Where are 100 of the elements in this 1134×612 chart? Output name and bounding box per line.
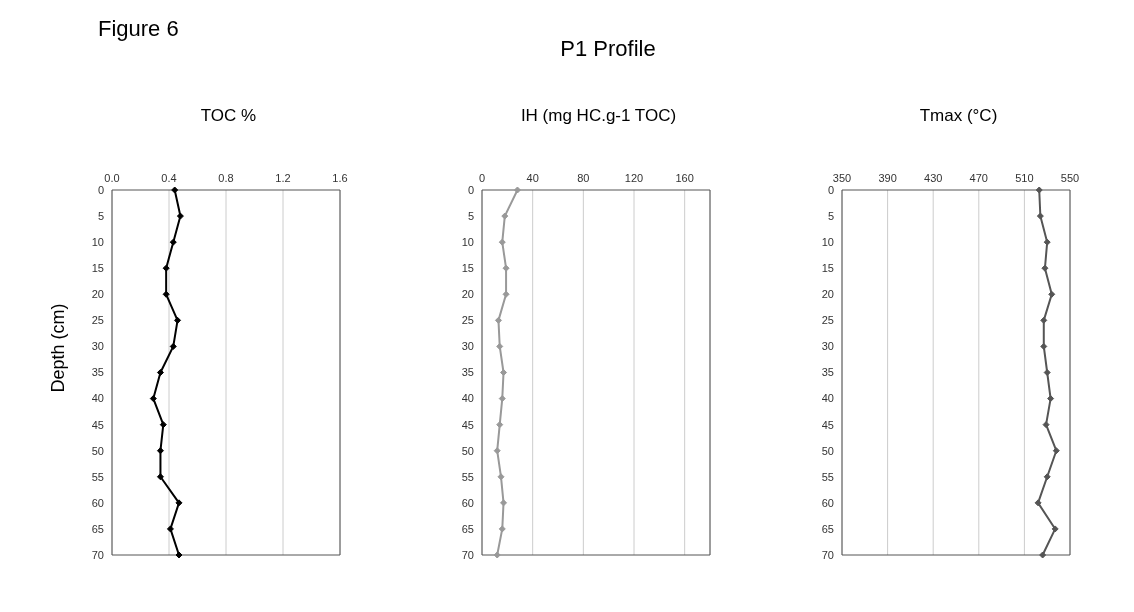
y-tick-label: 50 bbox=[461, 444, 474, 457]
point bbox=[494, 316, 502, 324]
point bbox=[502, 264, 510, 272]
y-tick-label: 50 bbox=[91, 444, 104, 457]
point bbox=[1042, 421, 1050, 429]
x-tick-label: 550 bbox=[1060, 172, 1080, 184]
y-tick-label: 40 bbox=[821, 392, 834, 405]
point bbox=[149, 395, 157, 403]
y-tick-label: 35 bbox=[461, 366, 474, 379]
y-tick-label: 10 bbox=[91, 236, 104, 249]
y-tick-label: 10 bbox=[821, 236, 834, 249]
y-tick-label: 45 bbox=[91, 418, 104, 431]
y-tick-label: 10 bbox=[461, 236, 474, 249]
point bbox=[162, 290, 170, 298]
y-tick-label: 5 bbox=[97, 209, 104, 222]
y-tick-label: 60 bbox=[461, 496, 474, 509]
x-axis-title: TOC % bbox=[199, 106, 258, 126]
point bbox=[175, 499, 183, 507]
y-tick-label: 0 bbox=[827, 183, 834, 196]
y-tick-label: 25 bbox=[91, 314, 104, 327]
y-axis-title: Depth (cm) bbox=[47, 303, 69, 393]
y-tick-label: 60 bbox=[821, 496, 834, 509]
x-tick-label: 160 bbox=[675, 172, 694, 184]
y-tick-label: 0 bbox=[97, 183, 104, 196]
x-tick-label: 80 bbox=[577, 172, 590, 184]
point bbox=[498, 525, 506, 533]
point bbox=[1036, 212, 1044, 220]
point bbox=[1040, 342, 1048, 350]
y-tick-label: 70 bbox=[91, 548, 104, 561]
x-tick-label: 0.4 bbox=[161, 172, 177, 184]
y-tick-label: 60 bbox=[91, 496, 104, 509]
y-tick-label: 65 bbox=[821, 522, 834, 535]
y-tick-label: 55 bbox=[91, 470, 104, 483]
y-tick-label: 5 bbox=[827, 209, 834, 222]
y-tick-label: 55 bbox=[461, 470, 474, 483]
x-axis-title: IH (mg HC.g-1 TOC) bbox=[519, 106, 678, 126]
y-tick-label: 15 bbox=[91, 262, 104, 275]
y-tick-label: 65 bbox=[461, 522, 474, 535]
point bbox=[1041, 264, 1049, 272]
y-tick-label: 0 bbox=[467, 183, 474, 196]
point bbox=[1040, 316, 1048, 324]
point bbox=[1035, 186, 1043, 194]
y-tick-label: 35 bbox=[821, 366, 834, 379]
point bbox=[1039, 551, 1047, 559]
point bbox=[1052, 447, 1060, 455]
point bbox=[1047, 395, 1055, 403]
y-tick-label: 70 bbox=[821, 548, 834, 561]
y-tick-label: 40 bbox=[461, 392, 474, 405]
y-tick-label: 50 bbox=[821, 444, 834, 457]
x-tick-label: 390 bbox=[878, 172, 897, 184]
point bbox=[1043, 238, 1051, 246]
y-tick-label: 25 bbox=[461, 314, 474, 327]
x-tick-label: 430 bbox=[924, 172, 943, 184]
point bbox=[496, 342, 504, 350]
point bbox=[175, 551, 183, 559]
y-tick-label: 20 bbox=[821, 288, 834, 301]
y-tick-label: 40 bbox=[91, 392, 104, 405]
x-tick-label: 350 bbox=[832, 172, 852, 184]
x-tick-label: 0 bbox=[478, 172, 486, 184]
x-tick-label: 470 bbox=[969, 172, 988, 184]
y-tick-label: 15 bbox=[821, 262, 834, 275]
point bbox=[497, 473, 505, 481]
x-tick-label: 40 bbox=[526, 172, 539, 184]
x-tick-label: 120 bbox=[624, 172, 644, 184]
y-tick-label: 15 bbox=[461, 262, 474, 275]
y-tick-label: 65 bbox=[91, 522, 104, 535]
x-tick-label: 0.0 bbox=[104, 172, 120, 184]
x-tick-label: 0.8 bbox=[218, 172, 234, 184]
y-tick-label: 30 bbox=[821, 340, 834, 353]
y-tick-label: 5 bbox=[467, 209, 474, 222]
point bbox=[498, 238, 506, 246]
point bbox=[1051, 525, 1059, 533]
point bbox=[174, 316, 182, 324]
y-tick-label: 30 bbox=[461, 340, 474, 353]
point bbox=[162, 264, 170, 272]
x-axis-title: Tmax (°C) bbox=[918, 106, 999, 126]
point bbox=[156, 447, 164, 455]
point bbox=[493, 551, 501, 559]
point bbox=[500, 369, 508, 376]
point bbox=[513, 186, 521, 194]
x-tick-label: 1.6 bbox=[332, 172, 348, 184]
point bbox=[1043, 369, 1051, 376]
point bbox=[166, 525, 174, 533]
point bbox=[176, 212, 184, 220]
y-tick-label: 25 bbox=[821, 314, 834, 327]
y-tick-label: 30 bbox=[91, 340, 104, 353]
y-tick-label: 20 bbox=[91, 288, 104, 301]
y-tick-label: 35 bbox=[91, 366, 104, 379]
point bbox=[171, 186, 179, 194]
x-tick-label: 1.2 bbox=[275, 172, 291, 184]
point bbox=[501, 212, 509, 220]
y-tick-label: 20 bbox=[461, 288, 474, 301]
x-tick-label: 510 bbox=[1015, 172, 1034, 184]
point bbox=[156, 473, 164, 481]
point bbox=[500, 499, 508, 507]
y-tick-label: 45 bbox=[461, 418, 474, 431]
point bbox=[1048, 290, 1056, 298]
point bbox=[1034, 499, 1042, 507]
chart-title: P1 Profile bbox=[559, 36, 657, 62]
point bbox=[493, 447, 501, 455]
